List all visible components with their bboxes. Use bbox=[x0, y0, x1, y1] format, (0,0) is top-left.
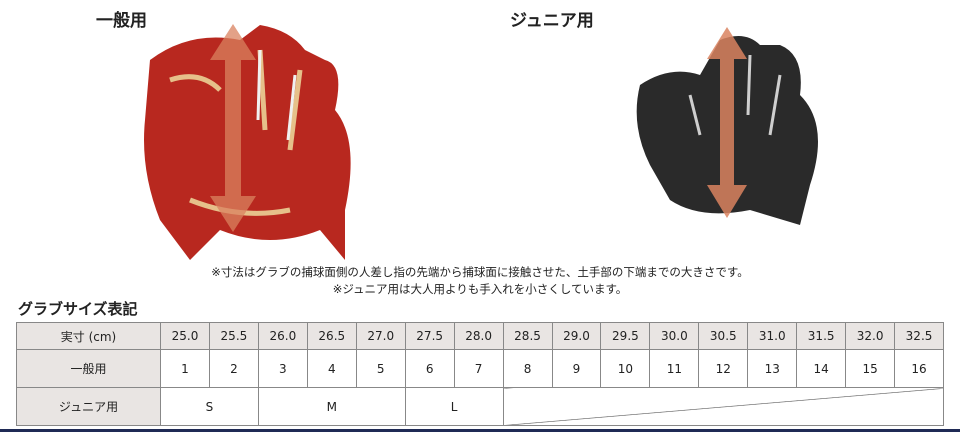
size-cell: 26.5 bbox=[306, 322, 357, 350]
size-cell: 26.0 bbox=[257, 322, 308, 350]
adult-size-cell: 3 bbox=[257, 349, 308, 388]
size-cell: 27.5 bbox=[404, 322, 455, 350]
adult-heading: 一般用 bbox=[96, 11, 147, 31]
adult-size-cell: 6 bbox=[404, 349, 455, 388]
table-row-sizes: 実寸 (cm) 25.0 25.5 26.0 26.5 27.0 27.5 28.0 28.5 2… bbox=[16, 322, 944, 350]
junior-heading: ジュニア用 bbox=[510, 11, 594, 31]
footer-line bbox=[0, 429, 960, 432]
adult-size-cell: 12 bbox=[698, 349, 749, 388]
size-cell: 31.0 bbox=[747, 322, 798, 350]
row-label: 一般用 bbox=[16, 349, 161, 388]
junior-size-cell: L bbox=[404, 387, 504, 426]
size-cell: 28.0 bbox=[453, 322, 504, 350]
adult-size-cell: 8 bbox=[502, 349, 553, 388]
size-table-heading: グラブサイズ表記 bbox=[18, 300, 138, 318]
adult-size-cell: 4 bbox=[306, 349, 357, 388]
adult-size-cell: 15 bbox=[845, 349, 896, 388]
junior-size-cell: S bbox=[160, 387, 259, 426]
size-cell: 29.0 bbox=[551, 322, 602, 350]
size-table: 実寸 (cm) 25.0 25.5 26.0 26.5 27.0 27.5 28.0 28.5 2… bbox=[16, 322, 945, 426]
row-label: ジュニア用 bbox=[16, 387, 161, 426]
size-cell: 27.0 bbox=[355, 322, 406, 350]
junior-note: ※ジュニア用は大人用よりも手入れを小さくしています。 bbox=[332, 282, 628, 296]
size-cell: 30.5 bbox=[698, 322, 749, 350]
adult-size-cell: 16 bbox=[894, 349, 944, 388]
adult-size-cell: 9 bbox=[551, 349, 602, 388]
size-cell: 32.5 bbox=[894, 322, 944, 350]
adult-glove-image bbox=[144, 25, 351, 260]
adult-measure-arrow bbox=[210, 24, 256, 232]
adult-size-cell: 11 bbox=[649, 349, 700, 388]
size-cell: 31.5 bbox=[796, 322, 847, 350]
size-cell: 32.0 bbox=[845, 322, 896, 350]
empty-cell bbox=[502, 387, 945, 426]
size-cell: 25.0 bbox=[160, 322, 210, 350]
adult-size-cell: 10 bbox=[600, 349, 651, 388]
adult-size-cell: 1 bbox=[160, 349, 210, 388]
adult-size-cell: 5 bbox=[355, 349, 406, 388]
junior-size-cell: M bbox=[257, 387, 406, 426]
table-row-junior: ジュニア用 S M L bbox=[16, 387, 945, 426]
adult-size-cell: 7 bbox=[453, 349, 504, 388]
adult-size-cell: 13 bbox=[747, 349, 798, 388]
table-row-adult: 一般用 1 2 3 4 5 6 7 8 9 10 11 12 13 14 15 16 bbox=[16, 349, 944, 388]
size-cell: 28.5 bbox=[502, 322, 553, 350]
adult-size-cell: 2 bbox=[208, 349, 259, 388]
measurement-note: ※寸法はグラブの捕球面側の人差し指の先端から捕球面に接触させた、土手部の下端まで… bbox=[211, 265, 749, 279]
adult-size-cell: 14 bbox=[796, 349, 847, 388]
size-cell: 25.5 bbox=[208, 322, 259, 350]
size-cell: 29.5 bbox=[600, 322, 651, 350]
size-cell: 30.0 bbox=[649, 322, 700, 350]
junior-measure-arrow bbox=[707, 27, 747, 218]
row-label: 実寸 (cm) bbox=[16, 322, 161, 350]
